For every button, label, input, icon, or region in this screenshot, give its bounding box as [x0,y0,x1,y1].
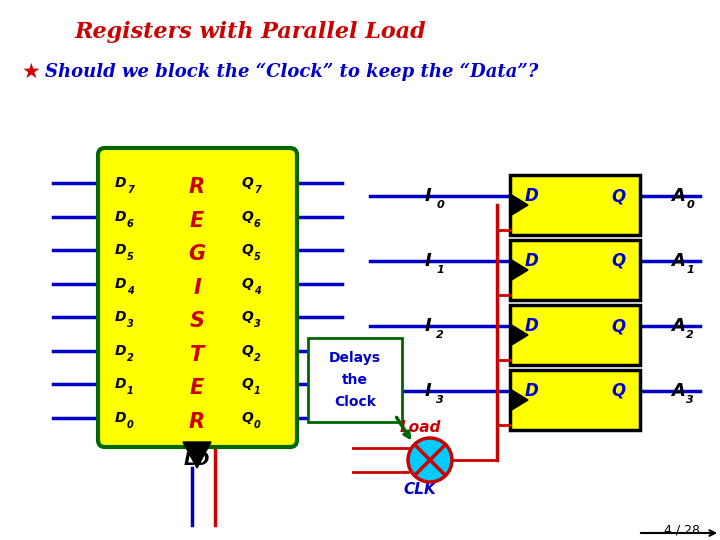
Text: 7: 7 [254,185,261,195]
Text: D: D [115,344,127,358]
Text: Q: Q [242,210,253,224]
Polygon shape [510,194,528,216]
Text: D: D [525,187,539,205]
Polygon shape [183,442,211,468]
Text: 0: 0 [254,420,261,430]
Text: A: A [671,187,685,205]
Text: D: D [115,176,127,190]
Text: R: R [189,177,205,197]
Circle shape [408,438,452,482]
Text: 2: 2 [436,330,444,340]
Text: D: D [115,210,127,224]
Text: A: A [671,252,685,270]
FancyBboxPatch shape [510,370,640,430]
Polygon shape [510,259,528,281]
Text: 3: 3 [436,395,444,405]
Text: Q: Q [611,187,625,205]
Text: Q: Q [611,382,625,400]
Text: Q: Q [611,317,625,335]
Text: 2: 2 [127,353,134,363]
Text: Delays: Delays [329,351,381,365]
Text: E: E [190,211,204,231]
Text: Q: Q [242,411,253,425]
FancyBboxPatch shape [98,148,297,447]
Text: Q: Q [242,310,253,325]
Text: Q: Q [242,344,253,358]
Text: 5: 5 [127,252,134,262]
Text: 6: 6 [127,219,134,228]
Text: G: G [189,244,206,264]
Text: 0: 0 [127,420,134,430]
Text: Q: Q [242,276,253,291]
Text: Q: Q [242,176,253,190]
Text: Q: Q [242,377,253,392]
Text: Clock: Clock [334,395,376,409]
Text: D: D [525,252,539,270]
Text: 0: 0 [686,200,694,210]
Text: 5: 5 [254,252,261,262]
Text: the: the [342,373,368,387]
Text: ★: ★ [22,62,41,82]
Text: E: E [190,379,204,399]
Text: D: D [115,411,127,425]
Text: Load: Load [400,421,441,435]
Text: Should we block the “Clock” to keep the “Data”?: Should we block the “Clock” to keep the … [45,63,539,81]
Text: D: D [115,276,127,291]
Text: D: D [115,377,127,392]
Text: A: A [671,317,685,335]
Text: 2: 2 [686,330,694,340]
Text: 3: 3 [127,319,134,329]
Text: CLK: CLK [404,483,436,497]
Polygon shape [510,324,528,346]
Text: 7: 7 [127,185,134,195]
FancyBboxPatch shape [510,305,640,365]
FancyBboxPatch shape [510,175,640,235]
Text: S: S [189,311,204,331]
Text: I: I [193,278,201,298]
Text: 1: 1 [127,387,134,396]
FancyBboxPatch shape [510,240,640,300]
Text: Q: Q [242,243,253,257]
Text: 1: 1 [686,265,694,275]
Text: 2: 2 [254,353,261,363]
Text: I: I [425,187,431,205]
Text: 1: 1 [254,387,261,396]
Text: I: I [425,382,431,400]
Text: I: I [425,317,431,335]
Text: 4 / 28: 4 / 28 [664,523,700,537]
Text: 4: 4 [127,286,134,296]
Text: I: I [425,252,431,270]
Text: D: D [525,317,539,335]
Text: D: D [115,310,127,325]
Text: Q: Q [611,252,625,270]
Text: 6: 6 [254,219,261,228]
Text: 3: 3 [254,319,261,329]
FancyBboxPatch shape [308,338,402,422]
Text: 3: 3 [686,395,694,405]
Text: 1: 1 [436,265,444,275]
Text: 4: 4 [254,286,261,296]
Text: T: T [190,345,204,365]
Text: R: R [189,412,205,432]
Text: LD: LD [184,451,210,469]
Text: Registers with Parallel Load: Registers with Parallel Load [75,21,427,43]
Polygon shape [510,389,528,411]
Text: 0: 0 [436,200,444,210]
Text: D: D [115,243,127,257]
Text: D: D [525,382,539,400]
Text: A: A [671,382,685,400]
